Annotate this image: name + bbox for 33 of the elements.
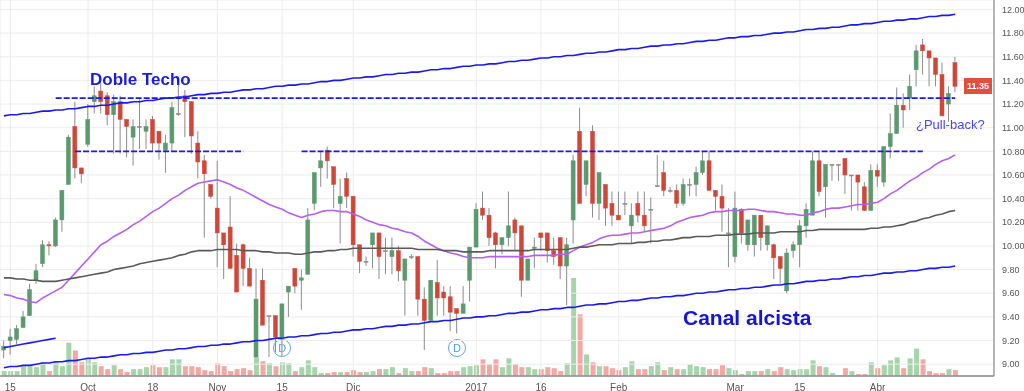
y-tick-label: 9.60 [1002,288,1020,299]
y-tick-label: 11.80 [1002,28,1024,39]
y-tick-label: 11.20 [1002,99,1024,110]
circle-icon: D [447,339,466,357]
x-tick-label: Dic [346,382,361,391]
y-tick-label: 9.20 [1002,335,1020,346]
x-tick-label: Abr [869,382,886,391]
annotation: ¿Pull-back? [916,117,985,132]
text: 11.35 [964,78,992,95]
annotation: Canal alcista [683,306,812,330]
y-tick-label: 9.40 [1002,312,1020,323]
x-tick-label: 15 [4,382,17,391]
x-tick-label: Mar [726,382,745,391]
x-tick-label: 2017 [465,382,488,391]
y-tick-label: 9.00 [1002,359,1020,370]
x-tick-label: Oct [80,382,97,391]
annotation: Doble Techo [90,70,191,90]
y-tick-label: 10.40 [1002,193,1024,204]
y-tick-label: 12.00 [1002,4,1024,15]
y-tick-label: 9.80 [1002,264,1020,275]
y-tick-label: 10.80 [1002,146,1024,157]
x-tick-label: 18 [147,382,159,391]
x-tick-label: 15 [276,382,289,391]
y-tick-label: 10.20 [1002,217,1024,228]
y-tick-label: 10.60 [1002,170,1024,181]
x-tick-label: Feb [610,382,628,391]
y-tick-label: 11.00 [1002,122,1024,133]
x-tick-label: 16 [535,382,547,391]
x-tick-label: 15 [794,382,806,391]
y-tick-label: 11.60 [1002,51,1024,62]
x-tick-label: Nov [208,382,227,391]
y-tick-label: 10.00 [1002,241,1024,252]
y-tick-label: 11.40 [1002,75,1024,86]
